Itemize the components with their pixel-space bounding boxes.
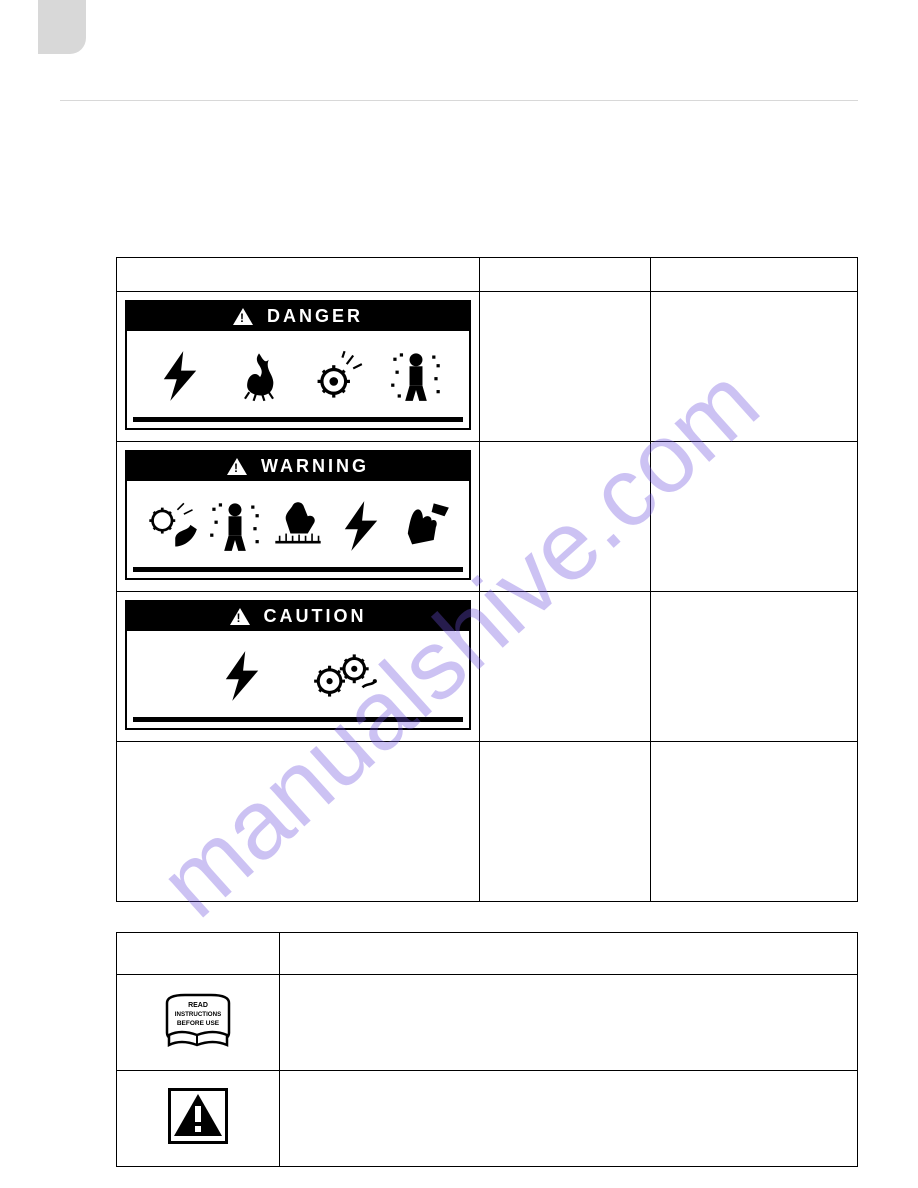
header-divider: [60, 100, 858, 101]
danger-col2: [480, 292, 650, 442]
alert-triangle-icon: [227, 458, 247, 475]
caution-col2: [480, 592, 650, 742]
hazard-row-danger: DANGER: [117, 292, 858, 442]
danger-sign: DANGER: [125, 300, 471, 430]
symbol-table-header: [117, 933, 858, 975]
hazard-row-caution: CAUTION: [117, 592, 858, 742]
caution-sign-header: CAUTION: [127, 602, 469, 631]
hdr-cell-3: [650, 258, 858, 292]
caution-col3: [650, 592, 858, 742]
caution-sign: CAUTION: [125, 600, 471, 730]
flame-icon: [232, 348, 286, 404]
person-shatter-icon: [389, 348, 443, 404]
hazard-table: DANGER WARNING: [116, 257, 858, 902]
danger-col3: [650, 292, 858, 442]
alert-desc: [280, 1071, 858, 1167]
notice-col1: [117, 742, 480, 902]
hazard-table-header: [117, 258, 858, 292]
hand-cut-icon: [397, 498, 451, 554]
notice-col3: [650, 742, 858, 902]
warning-col3: [650, 442, 858, 592]
danger-sign-body: [133, 331, 463, 422]
gear-burst-icon: [310, 348, 364, 404]
warning-sign: WARNING: [125, 450, 471, 580]
bolt-icon: [334, 498, 388, 554]
caution-sign-body: [133, 631, 463, 722]
alert-cell: [117, 1071, 280, 1167]
symbol-row-alert: [117, 1071, 858, 1167]
danger-label: DANGER: [267, 306, 363, 327]
read-manual-desc: [280, 975, 858, 1071]
hand-surface-hot-icon: [271, 498, 325, 554]
warning-sign-body: [133, 481, 463, 572]
danger-sign-cell: DANGER: [117, 292, 480, 442]
hand-gear-icon: [145, 498, 199, 554]
sym-hdr-2: [280, 933, 858, 975]
warning-sign-cell: WARNING: [117, 442, 480, 592]
hdr-cell-1: [117, 258, 480, 292]
hazard-row-warning: WARNING: [117, 442, 858, 592]
bolt-icon: [153, 348, 207, 404]
caution-label: CAUTION: [264, 606, 367, 627]
read-manual-icon: READ INSTRUCTIONS BEFORE USE: [161, 991, 235, 1054]
danger-sign-header: DANGER: [127, 302, 469, 331]
hdr-cell-2: [480, 258, 650, 292]
read-manual-cell: READ INSTRUCTIONS BEFORE USE: [117, 975, 280, 1071]
bolt-icon: [215, 648, 269, 704]
symbol-row-manual: READ INSTRUCTIONS BEFORE USE: [117, 975, 858, 1071]
gears-entangle-icon: [309, 648, 381, 704]
symbol-table: READ INSTRUCTIONS BEFORE USE: [116, 932, 858, 1167]
sym-hdr-1: [117, 933, 280, 975]
caution-sign-cell: CAUTION: [117, 592, 480, 742]
alert-triangle-icon: [230, 608, 250, 625]
page-content: DANGER WARNING: [60, 257, 858, 1167]
alert-triangle-icon: [233, 308, 253, 325]
alert-box-icon: [168, 1088, 228, 1149]
svg-text:READ: READ: [188, 1002, 208, 1009]
svg-text:BEFORE USE: BEFORE USE: [177, 1020, 220, 1027]
warning-col2: [480, 442, 650, 592]
person-shatter-icon: [208, 498, 262, 554]
page-tab: [38, 0, 86, 54]
notice-col2: [480, 742, 650, 902]
svg-text:INSTRUCTIONS: INSTRUCTIONS: [175, 1011, 221, 1018]
hazard-row-notice: [117, 742, 858, 902]
warning-label: WARNING: [261, 456, 369, 477]
warning-sign-header: WARNING: [127, 452, 469, 481]
